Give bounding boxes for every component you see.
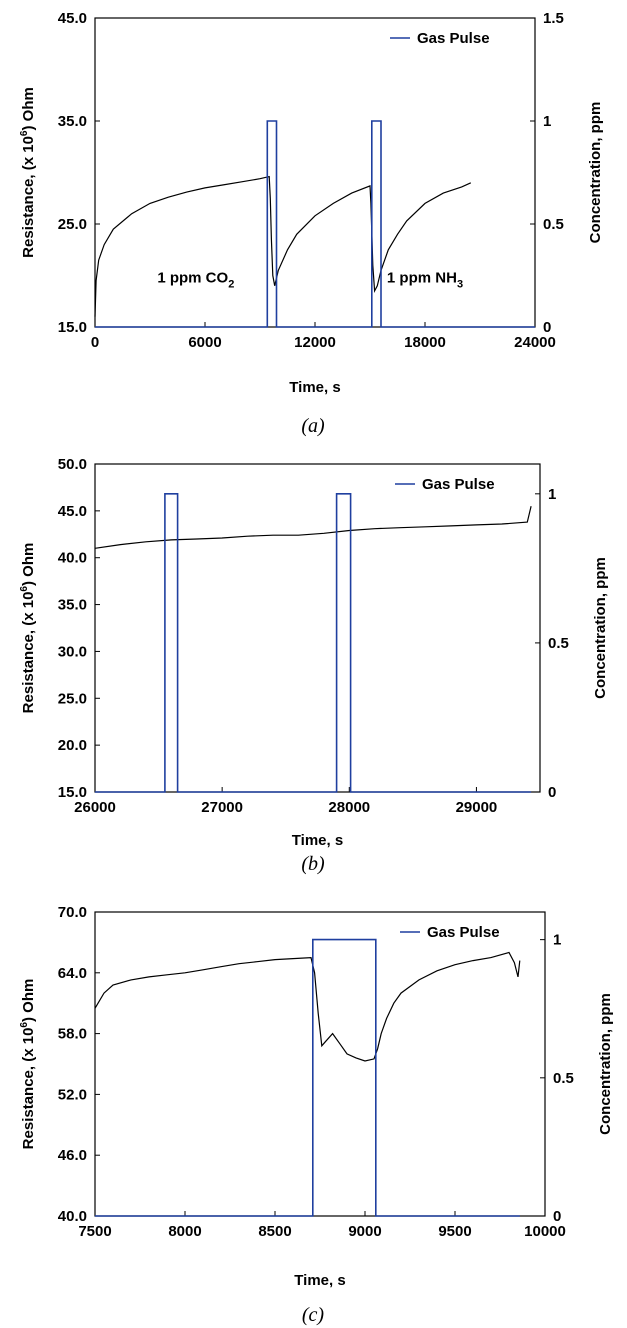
x-tick-label: 28000 [328, 799, 370, 816]
y-tick-label: 15.0 [58, 784, 87, 801]
legend-label: Gas Pulse [427, 924, 500, 941]
y-tick-label: 15.0 [58, 319, 87, 336]
x-tick-label: 24000 [514, 334, 556, 351]
x-tick-label: 7500 [78, 1223, 111, 1240]
y-axis-title-part: Resistance, (x 10 [20, 136, 37, 258]
x-tick-label: 26000 [74, 799, 116, 816]
y2-tick-label: 1 [548, 486, 556, 503]
y2-tick-label: 1 [543, 113, 551, 130]
y-tick-label: 45.0 [58, 10, 87, 27]
x-tick-label: 10000 [524, 1223, 566, 1240]
plot-frame [94, 911, 546, 1217]
y2-axis-title: Concentration, ppm [597, 993, 614, 1135]
y-tick-label: 30.0 [58, 643, 87, 660]
x-tick-label: 27000 [201, 799, 243, 816]
y-tick-label: 52.0 [58, 1086, 87, 1103]
y-tick-label: 45.0 [58, 503, 87, 520]
x-tick-label: 9000 [348, 1223, 381, 1240]
y-axis-title-superscript: 6 [19, 586, 30, 592]
x-tick-label: 12000 [294, 334, 336, 351]
y-tick-label: 40.0 [58, 550, 87, 567]
panel-caption: (b) [301, 853, 325, 875]
annotation-subscript: 3 [457, 279, 463, 291]
y-tick-label: 58.0 [58, 1026, 87, 1043]
y2-axis-title: Concentration, ppm [587, 102, 604, 244]
y-tick-label: 64.0 [58, 965, 87, 982]
chart-panel-a: 0 6000 12000 18000 24000 15.0 25.0 35.0 45.0 0 0.5… [0, 0, 627, 440]
chart-a: 0 6000 12000 18000 24000 15.0 25.0 35.0 45.0 0 0.5… [19, 10, 604, 437]
x-axis-title: Time, s [289, 379, 340, 396]
y-axis-title-part: ) Ohm [20, 979, 37, 1022]
y-tick-label: 35.0 [58, 597, 87, 614]
y-tick-label: 46.0 [58, 1147, 87, 1164]
chart-b: 26000 27000 28000 29000 15.0 20.0 25.0 30.0 35.0… [19, 456, 609, 875]
x-tick-label: 0 [91, 334, 99, 351]
resistance-line [94, 951, 521, 1062]
gas-pulse-line [95, 938, 520, 1217]
legend-label: Gas Pulse [422, 476, 495, 493]
y2-tick-label: 0 [548, 784, 556, 801]
chart-c: 7500 8000 8500 9000 9500 10000 40.0 46.0 52.0 58.… [19, 904, 614, 1326]
y2-tick-label: 1.5 [543, 10, 564, 27]
y-tick-label: 40.0 [58, 1208, 87, 1225]
y-axis-title: Resistance, (x 106) Ohm [19, 87, 37, 258]
y2-tick-label: 0 [543, 319, 551, 336]
gas-pulse-line [95, 120, 535, 328]
y-tick-label: 50.0 [58, 456, 87, 473]
x-tick-label: 18000 [404, 334, 446, 351]
y2-tick-label: 0 [553, 1208, 561, 1225]
x-tick-label: 29000 [456, 799, 498, 816]
annotation-text: 1 ppm NH [387, 270, 457, 287]
y2-tick-label: 0.5 [553, 1070, 574, 1087]
y-axis-title-superscript: 6 [19, 1022, 30, 1028]
x-tick-label: 9500 [438, 1223, 471, 1240]
x-tick-label: 8500 [258, 1223, 291, 1240]
y-axis-title-part: ) Ohm [20, 87, 37, 130]
y2-tick-label: 0.5 [543, 216, 564, 233]
y-tick-label: 25.0 [58, 690, 87, 707]
y-tick-label: 25.0 [58, 216, 87, 233]
y-tick-label: 20.0 [58, 737, 87, 754]
annotation-subscript: 2 [228, 279, 234, 291]
y-axis-title-part: Resistance, (x 10 [20, 592, 37, 714]
gas-pulse-line [95, 492, 532, 793]
legend-label: Gas Pulse [417, 30, 490, 47]
y-axis-title: Resistance, (x 106) Ohm [19, 543, 37, 714]
resistance-line [94, 175, 472, 317]
x-axis-title: Time, s [294, 1272, 345, 1289]
y2-tick-label: 0.5 [548, 635, 569, 652]
plot-frame [94, 463, 541, 793]
annotation-text: 1 ppm CO [157, 270, 228, 287]
resistance-line [94, 506, 532, 549]
panel-caption: (c) [302, 1304, 325, 1326]
y-tick-label: 70.0 [58, 904, 87, 921]
chart-panel-b: 26000 27000 28000 29000 15.0 20.0 25.0 30.0 35.0… [0, 440, 627, 880]
y2-tick-label: 1 [553, 932, 561, 949]
y-axis-title: Resistance, (x 106) Ohm [19, 979, 37, 1150]
y-axis-title-part: Resistance, (x 10 [20, 1028, 37, 1150]
annotation: 1 ppm CO2 [157, 270, 234, 291]
annotation: 1 ppm NH3 [387, 270, 463, 291]
y-axis-title-part: ) Ohm [20, 543, 37, 586]
panel-caption: (a) [301, 415, 325, 437]
y2-axis-title: Concentration, ppm [592, 557, 609, 699]
x-tick-label: 8000 [168, 1223, 201, 1240]
y-axis-title-superscript: 6 [19, 130, 30, 136]
x-tick-label: 6000 [188, 334, 221, 351]
y-tick-label: 35.0 [58, 113, 87, 130]
x-axis-title: Time, s [292, 832, 343, 849]
chart-panel-c: 7500 8000 8500 9000 9500 10000 40.0 46.0 52.0 58.… [0, 885, 627, 1328]
